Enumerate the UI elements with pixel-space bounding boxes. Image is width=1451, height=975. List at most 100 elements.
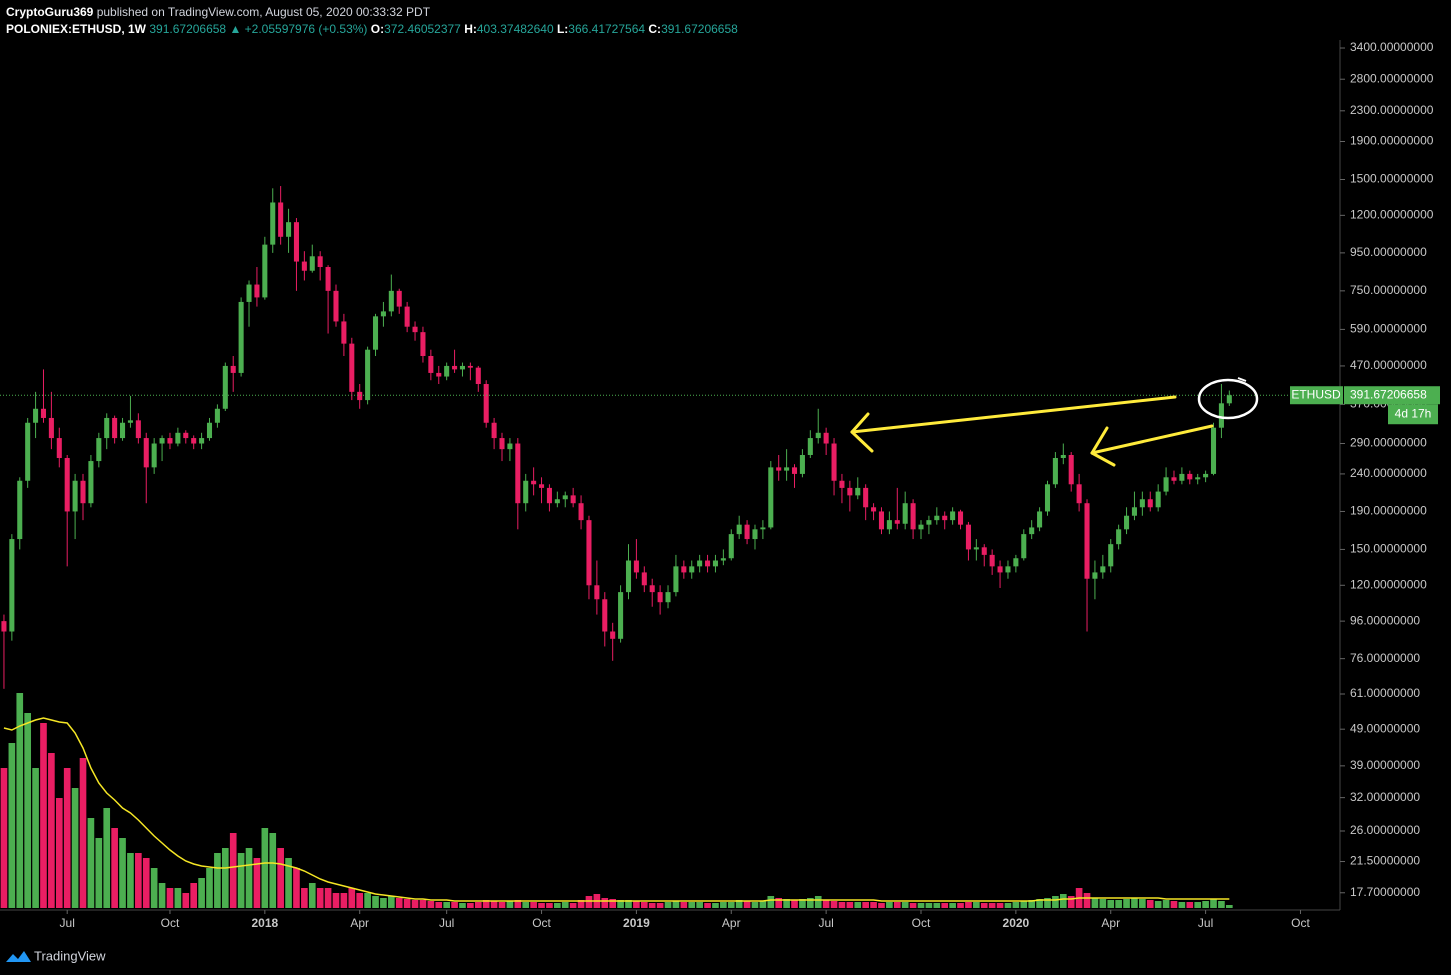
c-label: C: xyxy=(648,22,662,36)
volume-bar xyxy=(546,903,553,908)
candle-body xyxy=(705,560,711,567)
annotation-circle xyxy=(1237,377,1247,382)
volume-bar xyxy=(1115,900,1122,908)
candle-body xyxy=(262,244,268,298)
candle-body xyxy=(799,454,805,474)
volume-bar xyxy=(569,903,577,908)
x-tick-label: 2018 xyxy=(251,916,278,930)
volume-bar xyxy=(127,853,134,908)
publish-line: CryptoGuru369 published on TradingView.c… xyxy=(6,5,430,19)
volume-bar xyxy=(119,838,126,908)
price: 391.67206658 xyxy=(149,22,227,36)
candle-body xyxy=(467,365,473,368)
volume-bar xyxy=(601,898,609,908)
candle-body xyxy=(1076,484,1082,504)
candle-body xyxy=(491,422,497,439)
candle-body xyxy=(222,365,228,409)
candle-body xyxy=(48,417,54,439)
volume-bar xyxy=(1036,899,1043,908)
candle-body xyxy=(357,391,363,401)
volume-bar xyxy=(609,899,617,908)
candle-body xyxy=(720,558,726,561)
volume-bar xyxy=(783,899,790,908)
candle-body xyxy=(554,499,560,504)
volume-bar xyxy=(1210,899,1217,908)
y-tick-label: 750.00000000 xyxy=(1350,283,1427,297)
candle-body xyxy=(388,290,394,312)
volume-bar xyxy=(245,848,253,908)
candle-body xyxy=(436,372,442,377)
candle-body xyxy=(230,365,236,373)
candle-body xyxy=(1195,477,1201,480)
volume-bar xyxy=(427,901,435,908)
y-tick-label: 49.00000000 xyxy=(1350,721,1420,735)
volume-bar xyxy=(261,828,269,908)
x-tick-label: Jul xyxy=(1198,916,1213,930)
volume-bar xyxy=(1194,902,1202,908)
candle-body xyxy=(625,560,632,593)
volume-bar xyxy=(229,833,237,908)
candle-body xyxy=(831,443,837,481)
candle-body xyxy=(104,417,110,439)
candle-body xyxy=(183,432,189,439)
candle-body xyxy=(1068,454,1074,485)
y-tick-label: 1200.00000000 xyxy=(1350,208,1434,222)
author: CryptoGuru369 xyxy=(6,5,94,19)
volume-bar xyxy=(759,901,767,908)
volume-bar xyxy=(490,901,498,908)
candle-body xyxy=(776,467,782,471)
candle-body xyxy=(649,585,655,593)
candle-body xyxy=(309,256,315,271)
volume-bar xyxy=(364,893,371,908)
volume-bar xyxy=(901,902,909,908)
candle-body xyxy=(578,503,584,521)
volume-bar xyxy=(838,902,846,908)
candle-body xyxy=(1,621,7,632)
x-tick-label: Oct xyxy=(1291,916,1310,930)
candle-body xyxy=(539,484,545,488)
volume-bar xyxy=(530,902,537,908)
volume-bar xyxy=(324,888,332,908)
volume-bar xyxy=(870,902,877,908)
candle-body xyxy=(989,554,995,567)
candle-body xyxy=(428,355,434,373)
candle-body xyxy=(452,365,458,370)
h-label: H: xyxy=(464,22,477,36)
volume-bar xyxy=(1020,901,1028,908)
candle-body xyxy=(380,311,386,317)
candle-body xyxy=(1203,473,1209,478)
volume-bar xyxy=(1139,899,1146,908)
candle-body xyxy=(1210,427,1217,474)
symbol-line: POLONIEX:ETHUSD, 1W 391.67206658 ▲ +2.05… xyxy=(6,22,738,36)
candle-body xyxy=(1037,511,1043,528)
volume-bar xyxy=(190,883,198,908)
candle-body xyxy=(633,560,639,573)
candle-body xyxy=(942,515,948,521)
volume-bar xyxy=(32,768,39,908)
candle-body xyxy=(1084,503,1090,579)
volume-bar xyxy=(332,893,340,908)
annotation-circle xyxy=(1197,378,1259,420)
y-tick-label: 61.00000000 xyxy=(1350,686,1420,700)
volume-bar xyxy=(751,902,759,908)
candle-body xyxy=(475,367,481,385)
volume-bar xyxy=(150,868,158,908)
candle-body xyxy=(602,599,608,632)
volume-bar xyxy=(308,883,316,908)
y-tick-label: 2300.00000000 xyxy=(1350,103,1434,117)
volume-bar xyxy=(538,903,545,908)
volume-bar xyxy=(1028,900,1036,908)
volume-bar xyxy=(0,768,8,908)
candle-body xyxy=(871,507,877,512)
volume-bar xyxy=(664,902,672,908)
candle-body xyxy=(404,306,410,327)
candle-body xyxy=(657,592,663,603)
volume-bar xyxy=(285,858,292,908)
candle-body xyxy=(270,202,276,245)
y-tick-label: 17.70000000 xyxy=(1350,885,1420,899)
volume-bar xyxy=(451,902,458,908)
candle-body xyxy=(546,487,552,504)
volume-bar xyxy=(830,901,838,908)
volume-bar xyxy=(55,798,63,908)
volume-bar xyxy=(1052,896,1059,908)
